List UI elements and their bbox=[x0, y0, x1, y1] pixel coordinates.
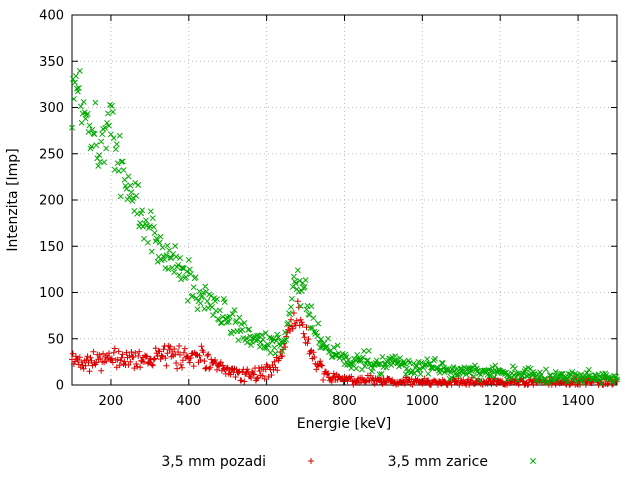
legend-marker-glyph bbox=[530, 458, 536, 464]
y-tick-label: 300 bbox=[39, 101, 64, 116]
series-1-markers bbox=[69, 67, 620, 387]
x-tick-label: 800 bbox=[332, 394, 357, 409]
x-tick-label: 1200 bbox=[484, 394, 517, 409]
y-tick-label: 50 bbox=[47, 332, 64, 347]
x-tick-label: 1000 bbox=[406, 394, 439, 409]
y-tick-label: 250 bbox=[39, 147, 64, 162]
grid-lines bbox=[72, 15, 617, 385]
x-tick-label: 200 bbox=[99, 394, 124, 409]
axis-ticks bbox=[72, 14, 617, 386]
x-tick-label: 600 bbox=[254, 394, 279, 409]
legend-label-zarice: 3,5 mm zarice bbox=[388, 454, 488, 470]
legend: 3,5 mm pozadi 3,5 mm zarice bbox=[161, 454, 536, 470]
x-axis-label: Energie [keV] bbox=[297, 416, 391, 432]
series-0-markers bbox=[69, 298, 620, 388]
y-tick-label: 400 bbox=[39, 9, 64, 24]
y-tick-label: 100 bbox=[39, 286, 64, 301]
legend-label-pozadi: 3,5 mm pozadi bbox=[161, 454, 266, 470]
y-tick-label: 150 bbox=[39, 240, 64, 255]
series-zarice-points bbox=[69, 67, 620, 387]
legend-marker-pozadi bbox=[308, 458, 314, 464]
y-axis-label: Intenzita [Imp] bbox=[5, 148, 21, 251]
x-tick-label: 1400 bbox=[562, 394, 595, 409]
y-tick-label: 350 bbox=[39, 55, 64, 70]
legend-marker-zarice bbox=[530, 458, 536, 464]
legend-marker-glyph bbox=[308, 458, 314, 464]
x-tick-label: 400 bbox=[176, 394, 201, 409]
y-tick-label: 0 bbox=[56, 379, 64, 394]
y-tick-label: 200 bbox=[39, 194, 64, 209]
series-pozadi-points bbox=[69, 298, 620, 388]
tick-labels: 200 400 600 800 1000 1200 1400 0 50 100 150 200 250 3… bbox=[39, 9, 594, 410]
